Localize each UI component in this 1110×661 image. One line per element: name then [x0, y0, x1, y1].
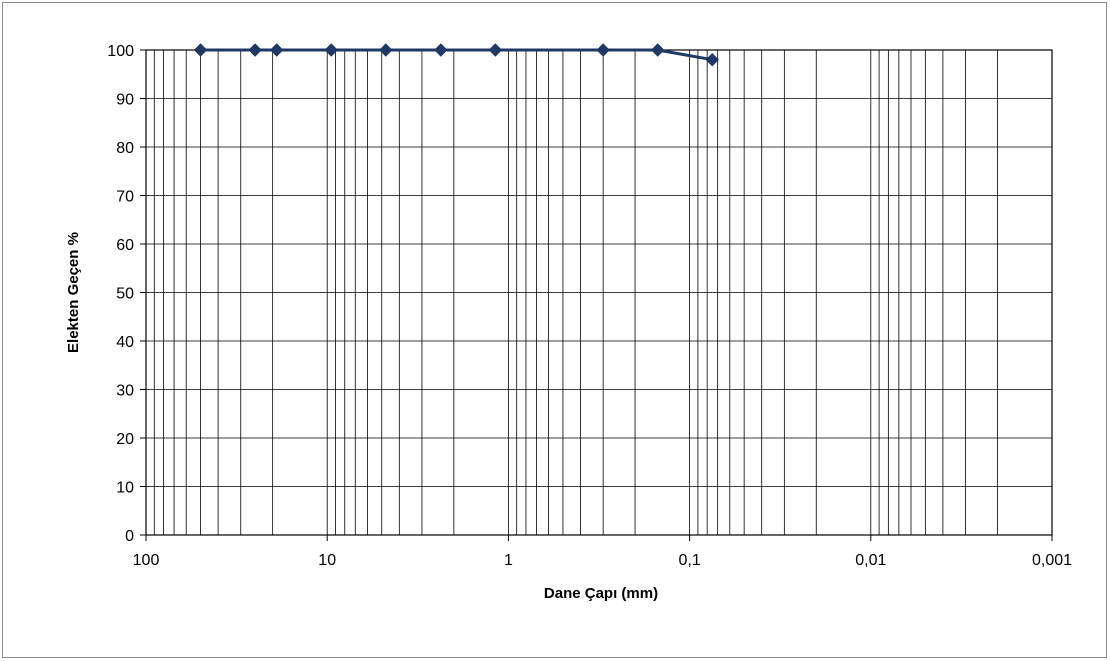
y-tick-label: 50	[116, 286, 134, 303]
series-layer	[193, 43, 719, 67]
data-point	[705, 52, 719, 67]
y-tick-label: 40	[116, 334, 134, 351]
data-point	[324, 43, 338, 57]
data-point	[193, 43, 208, 57]
y-tick-label: 20	[116, 431, 134, 448]
y-tick-label: 80	[116, 140, 134, 157]
data-point	[248, 43, 262, 57]
x-tick-label: 0,1	[678, 552, 700, 569]
y-tick-label: 10	[116, 480, 134, 497]
y-tick-labels: 0 10 20 30 40 50 60 70 80 90 100	[107, 43, 146, 545]
x-tick-label: 0,01	[855, 552, 886, 569]
y-tick-label: 60	[116, 237, 134, 254]
y-axis-title: Elekten Geçen %	[65, 232, 82, 353]
data-point	[379, 43, 393, 57]
series-line	[200, 48, 713, 62]
y-tick-label: 70	[116, 189, 134, 206]
y-tick-label: 100	[107, 43, 134, 60]
x-tick-labels: 100 10 1 0,1 0,01 0,001	[133, 535, 1072, 569]
y-tick-label: 0	[125, 528, 134, 545]
data-point	[488, 43, 503, 57]
x-tick-label: 100	[133, 552, 160, 569]
y-tick-label: 90	[116, 92, 134, 109]
x-tick-label: 10	[318, 552, 336, 569]
data-point	[650, 43, 665, 57]
data-point	[269, 43, 284, 57]
data-point	[596, 43, 610, 57]
grid-layer	[146, 49, 1053, 536]
x-axis-title: Dane Çapı (mm)	[544, 585, 658, 602]
y-tick-label: 30	[116, 383, 134, 400]
x-tick-label: 1	[504, 552, 513, 569]
x-tick-label: 0,001	[1032, 552, 1072, 569]
data-point	[434, 43, 448, 57]
